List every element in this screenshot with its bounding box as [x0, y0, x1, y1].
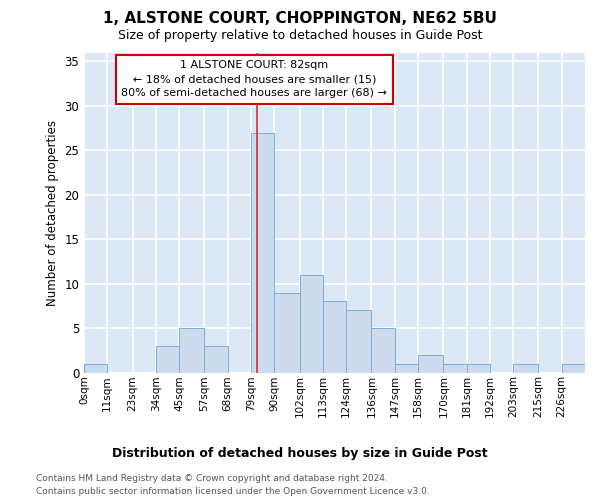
Bar — [371, 328, 395, 372]
Bar — [205, 346, 228, 372]
Y-axis label: Number of detached properties: Number of detached properties — [46, 120, 59, 306]
Text: Distribution of detached houses by size in Guide Post: Distribution of detached houses by size … — [112, 446, 488, 460]
Text: 1, ALSTONE COURT, CHOPPINGTON, NE62 5BU: 1, ALSTONE COURT, CHOPPINGTON, NE62 5BU — [103, 11, 497, 26]
Bar — [467, 364, 490, 372]
Bar — [274, 292, 299, 372]
Bar — [156, 346, 179, 372]
Bar — [513, 364, 538, 372]
Bar — [251, 132, 274, 372]
Text: 1 ALSTONE COURT: 82sqm
← 18% of detached houses are smaller (15)
80% of semi-det: 1 ALSTONE COURT: 82sqm ← 18% of detached… — [121, 60, 387, 98]
Bar — [346, 310, 371, 372]
Bar — [299, 274, 323, 372]
Bar — [323, 302, 346, 372]
Bar — [84, 364, 107, 372]
Bar — [179, 328, 205, 372]
Text: Contains HM Land Registry data © Crown copyright and database right 2024.: Contains HM Land Registry data © Crown c… — [36, 474, 388, 483]
Bar — [443, 364, 467, 372]
Bar — [562, 364, 585, 372]
Text: Contains public sector information licensed under the Open Government Licence v3: Contains public sector information licen… — [36, 487, 430, 496]
Text: Size of property relative to detached houses in Guide Post: Size of property relative to detached ho… — [118, 29, 482, 42]
Bar — [418, 354, 443, 372]
Bar — [395, 364, 418, 372]
